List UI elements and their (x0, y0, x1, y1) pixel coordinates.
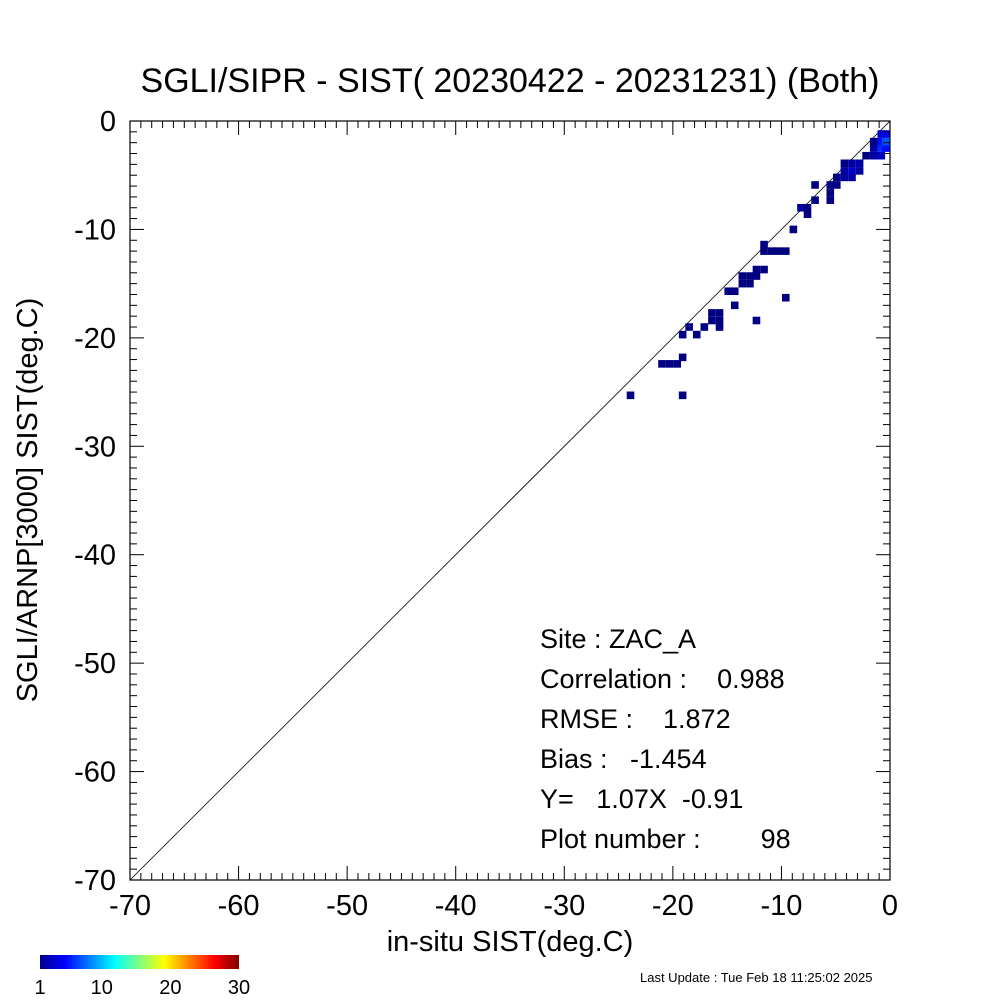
y-tick-label: -10 (74, 214, 116, 246)
density-cell (869, 137, 878, 146)
x-tick-label: -40 (435, 890, 477, 922)
density-cell (826, 181, 835, 189)
colorbar-labels: 1 10 20 30 (34, 977, 250, 999)
density-cell (692, 330, 701, 339)
axis-ticks (129, 120, 891, 881)
x-tick-label: -30 (543, 890, 585, 922)
density-cell (803, 210, 812, 219)
correlation-annotation: Correlation : 0.988 (540, 664, 785, 694)
density-cell (715, 323, 724, 331)
density-cell (730, 301, 739, 310)
density-cell (685, 323, 693, 331)
colorbar-tick-label: 30 (228, 977, 250, 999)
density-cell (708, 309, 716, 317)
density-cell (811, 181, 819, 189)
x-tick-label: 0 (882, 890, 898, 922)
tick-labels: -70 -60 -50 -40 -30 -20 -10 0 -70 -60 -50 -40 -30 -20… (74, 106, 898, 922)
density-cell (877, 144, 886, 152)
density-cell (673, 360, 681, 368)
x-tick-label: -70 (109, 890, 151, 922)
rmse-annotation: RMSE : 1.872 (540, 704, 731, 734)
density-cell (678, 353, 687, 362)
density-cell (658, 360, 666, 368)
y-tick-label: -60 (74, 757, 116, 789)
y-tick-label: -70 (74, 865, 116, 897)
density-cell (833, 173, 841, 182)
density-cell (752, 272, 761, 280)
density-cells (626, 130, 890, 400)
density-cell (746, 272, 754, 280)
plot-number-annotation: Plot number : 98 (540, 824, 791, 854)
density-cell (833, 181, 841, 189)
density-cell (848, 159, 856, 168)
density-cell (715, 309, 724, 317)
density-cell (840, 167, 849, 175)
density-cell (738, 272, 747, 280)
density-cell (752, 265, 761, 274)
fit-annotation: Y= 1.07X -0.91 (540, 784, 743, 814)
density-cell (665, 360, 674, 368)
density-cell (855, 167, 864, 175)
y-axis-label: SGLI/ARNP[3000] SIST(deg.C) (12, 298, 44, 703)
y-tick-label: -30 (74, 431, 116, 463)
density-cell (811, 196, 819, 204)
density-cell (752, 316, 761, 325)
density-cell (881, 137, 890, 146)
density-cell (877, 151, 886, 160)
density-cell (781, 293, 790, 302)
density-cell (881, 130, 890, 138)
density-cell (840, 159, 849, 168)
last-update-text: Last Update : Tue Feb 18 11:25:02 2025 (640, 970, 873, 985)
density-cell (700, 323, 709, 331)
density-cell (848, 173, 856, 182)
density-cell (760, 240, 768, 249)
density-cell (774, 247, 782, 255)
density-cell (767, 247, 776, 255)
density-cell (803, 203, 812, 212)
y-tick-label: -50 (74, 648, 116, 680)
colorbar-tick-label: 1 (34, 977, 45, 999)
density-cell (760, 265, 768, 274)
density-cell (789, 225, 798, 234)
density-cell (746, 279, 754, 288)
x-tick-label: -50 (326, 890, 368, 922)
density-cell (869, 151, 878, 160)
density-cell (855, 159, 864, 168)
density-cell (869, 144, 878, 152)
x-tick-label: -60 (218, 890, 260, 922)
density-cell (760, 247, 768, 255)
colorbar-tick-label: 10 (91, 977, 113, 999)
density-cell (678, 330, 687, 339)
density-cell (797, 203, 805, 212)
x-axis-label: in-situ SIST(deg.C) (387, 926, 634, 958)
colorbar (40, 955, 239, 969)
density-cell (877, 137, 886, 146)
bias-annotation: Bias : -1.454 (540, 744, 707, 774)
statistics-annotation: Site : ZAC_A Correlation : 0.988 RMSE : … (540, 624, 791, 854)
density-cell (877, 130, 886, 138)
density-cell (881, 144, 890, 152)
density-cell (715, 316, 724, 325)
density-cell (826, 196, 835, 204)
density-cell (708, 316, 716, 325)
chart-title: SGLI/SIPR - SIST( 20230422 - 20231231) (… (141, 62, 880, 100)
y-tick-label: -40 (74, 540, 116, 572)
density-cell (781, 247, 790, 255)
density-cell (826, 188, 835, 197)
x-tick-label: -10 (760, 890, 802, 922)
density-cell (730, 287, 739, 296)
density-cell (678, 391, 687, 400)
density-cell (738, 279, 747, 288)
density-cell (862, 151, 870, 160)
density-cell (626, 391, 635, 400)
density-cell (840, 173, 849, 182)
colorbar-tick-label: 20 (159, 977, 181, 999)
y-tick-label: 0 (100, 106, 116, 138)
x-tick-label: -20 (652, 890, 694, 922)
density-cell (724, 287, 733, 296)
y-tick-label: -20 (74, 323, 116, 355)
site-annotation: Site : ZAC_A (540, 624, 696, 654)
density-cell (848, 167, 856, 175)
